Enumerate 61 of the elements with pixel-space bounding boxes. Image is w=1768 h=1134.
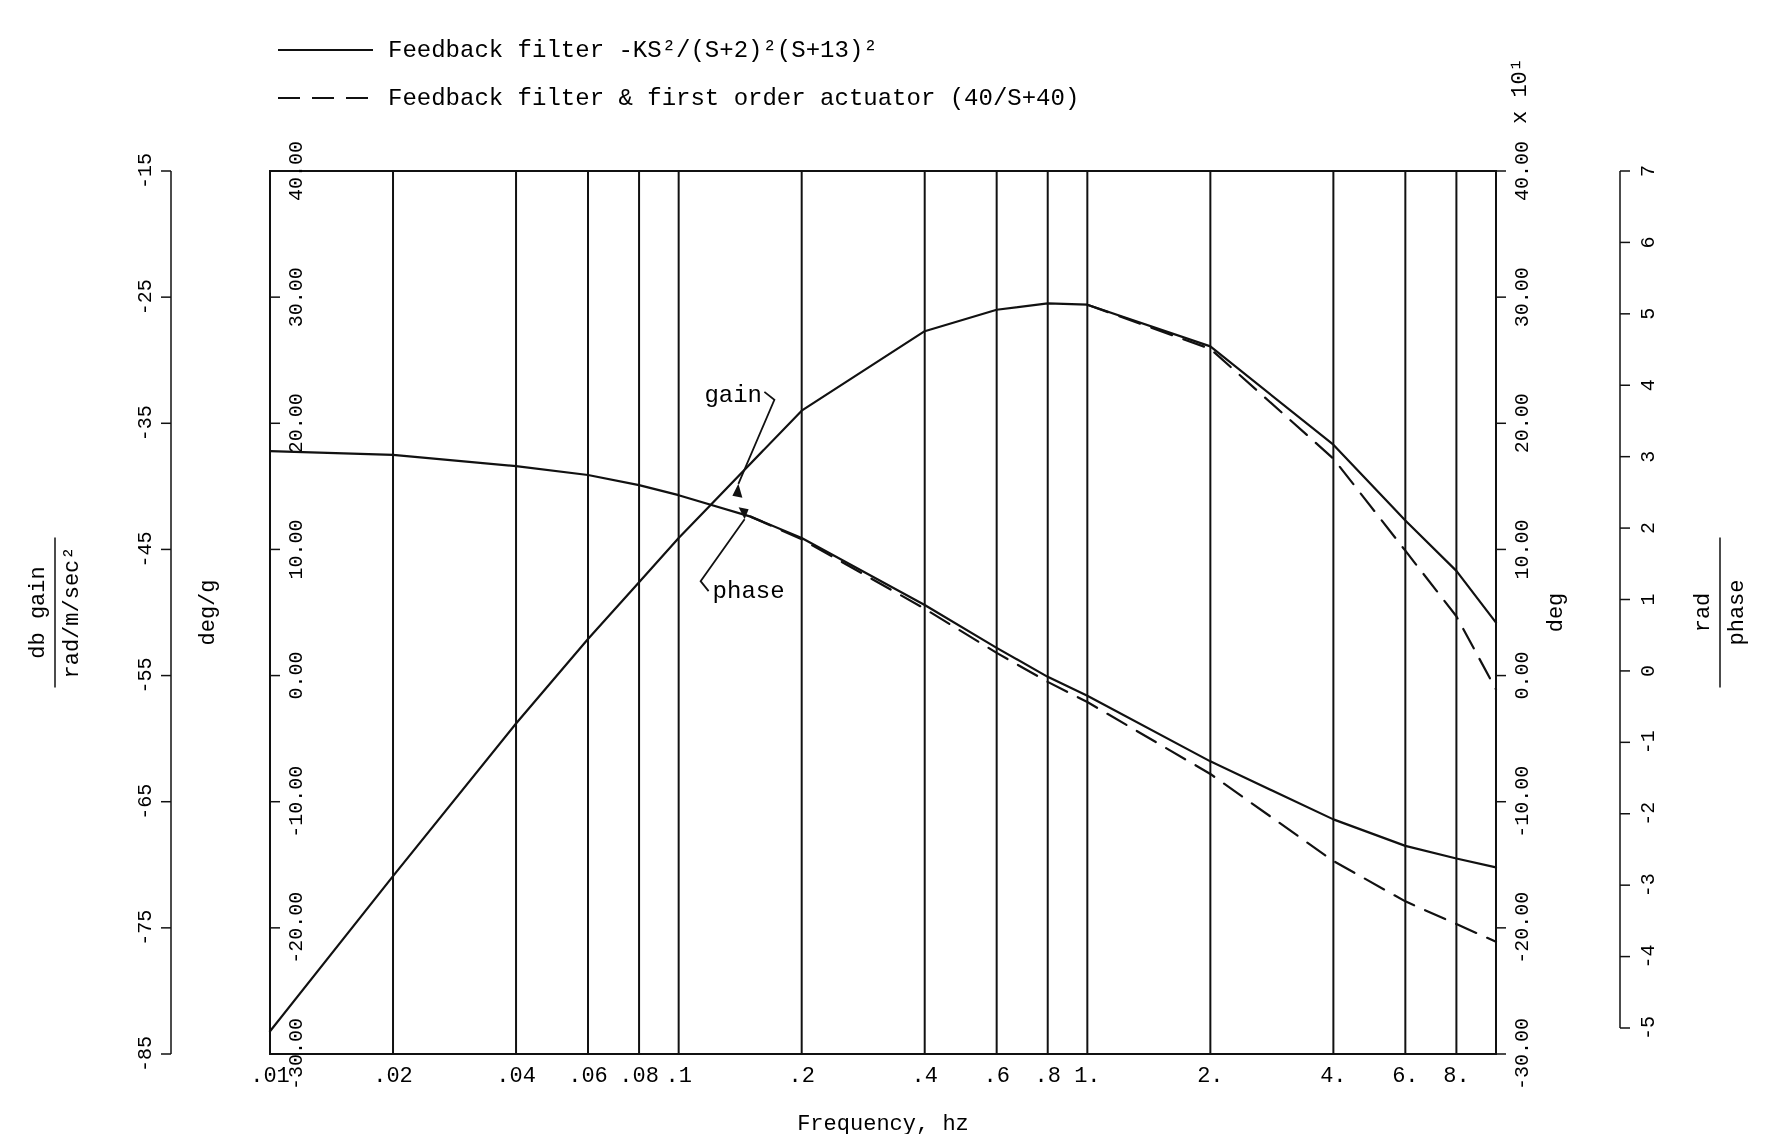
legend-label: Feedback filter & first order actuator (40/S+40) xyxy=(388,84,1080,112)
y3-tick-label: -15 xyxy=(133,152,157,190)
text: 1 xyxy=(1636,593,1660,606)
y-tick-label: 20.00 xyxy=(284,393,308,454)
y3-tick-label: -55 xyxy=(133,657,157,694)
y-tick-label: 30.00 xyxy=(284,267,308,328)
x-tick-label: .2 xyxy=(788,1064,815,1089)
text: phase xyxy=(1724,579,1750,646)
y3-tick-label: -75 xyxy=(133,909,157,946)
y2-tick-label: -10.00 xyxy=(1510,765,1534,838)
text: 2 xyxy=(1636,522,1660,535)
text: -4 xyxy=(1636,944,1660,969)
y3-tick-label: -85 xyxy=(133,1035,157,1073)
text: -2 xyxy=(1636,801,1660,826)
y3-tick-label: -45 xyxy=(133,531,157,568)
y-tick-label: 40.00 xyxy=(284,140,308,202)
text: 7 xyxy=(1636,164,1660,178)
x-tick-label: 8. xyxy=(1443,1064,1470,1089)
y2-tick-label: 10.00 xyxy=(1510,519,1534,580)
x-tick-label: .6 xyxy=(983,1064,1010,1089)
y-tick-label: -20.00 xyxy=(284,891,308,964)
y-tick-label: 0.00 xyxy=(284,651,308,700)
x-tick-label: 1. xyxy=(1074,1064,1101,1089)
x-tick-label: 2. xyxy=(1197,1064,1224,1089)
x-tick-label: .1 xyxy=(665,1064,692,1089)
legend-label: Feedback filter -KS²/(S+2)²(S+13)² xyxy=(388,36,878,64)
text: 3 xyxy=(1636,450,1660,463)
y-tick-label: -10.00 xyxy=(284,765,308,838)
y3-tick-label: -25 xyxy=(133,279,157,316)
annotation: gain xyxy=(704,382,762,410)
text: -5 xyxy=(1636,1015,1660,1041)
x-tick-label: .06 xyxy=(568,1064,608,1089)
x-tick-label: 6. xyxy=(1392,1064,1419,1089)
text: -1 xyxy=(1636,730,1660,755)
x-tick-label: .4 xyxy=(911,1064,938,1089)
x-tick-label: .02 xyxy=(373,1064,413,1089)
y2-axis-title: deg xyxy=(1543,592,1569,633)
text: rad xyxy=(1690,592,1716,633)
x-axis-title: Frequency, hz xyxy=(797,1112,969,1134)
annotation: phase xyxy=(712,577,785,605)
text: 6 xyxy=(1636,236,1660,249)
y2-tick-label: 20.00 xyxy=(1510,393,1534,454)
x-tick-label: .04 xyxy=(496,1064,536,1089)
x-tick-label: .8 xyxy=(1034,1064,1061,1089)
y-axis-title: deg/g xyxy=(195,579,221,646)
y3-tick-label: -65 xyxy=(133,783,157,820)
y2-tick-label: -30.00 xyxy=(1510,1017,1534,1091)
x-tick-label: 4. xyxy=(1320,1064,1347,1089)
y3-tick-label: -35 xyxy=(133,405,157,442)
y2-tick-label: -20.00 xyxy=(1510,891,1534,964)
text: 0 xyxy=(1636,664,1660,677)
text: 5 xyxy=(1636,307,1660,320)
text: 4 xyxy=(1636,379,1660,392)
x-tick-label: .08 xyxy=(619,1064,659,1089)
y-tick-label: 10.00 xyxy=(284,519,308,580)
y2-tick-label: 40.00 xyxy=(1510,140,1534,202)
y2-tick-label: 0.00 xyxy=(1510,651,1534,700)
y2-tick-label: 30.00 xyxy=(1510,267,1534,328)
y3-axis-title: db gain rad/m/sec² xyxy=(25,546,85,679)
text: x 10¹ xyxy=(1507,57,1533,125)
text: -3 xyxy=(1636,873,1660,898)
